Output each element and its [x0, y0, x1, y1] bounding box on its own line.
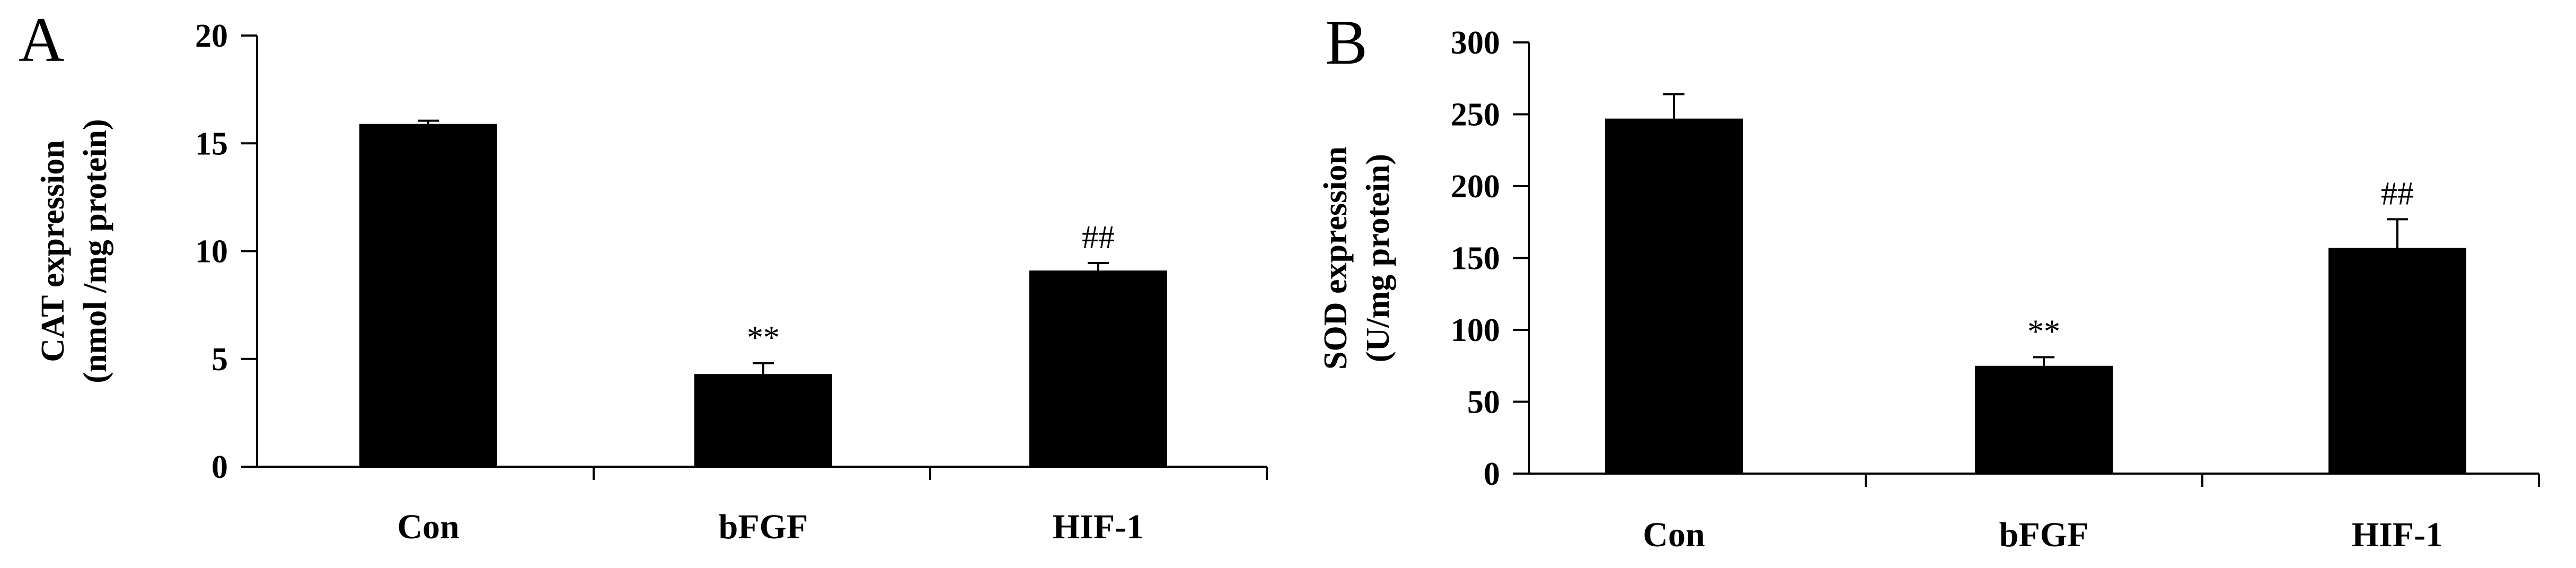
y-tick-label: 150 — [1451, 241, 1500, 277]
bar-con — [359, 124, 497, 467]
category-label: bFGF — [1999, 515, 2089, 554]
y-axis-title-line: (nmol /mg protein) — [77, 119, 113, 383]
significance-label: ## — [2381, 176, 2414, 212]
significance-label: ## — [1082, 220, 1115, 256]
category-label: Con — [397, 508, 459, 546]
y-tick-label: 100 — [1451, 312, 1500, 348]
significance-label: ** — [2027, 313, 2060, 349]
y-axis-title-line: CAT expression — [35, 140, 71, 362]
y-tick-label: 250 — [1451, 97, 1500, 133]
bar-con — [1605, 118, 1743, 474]
significance-label: ** — [747, 320, 780, 356]
bar-bfgf — [1975, 365, 2113, 474]
y-axis-title-line: (U/mg protein) — [1360, 154, 1396, 362]
category-label: bFGF — [719, 508, 808, 546]
y-tick-label: 0 — [1484, 456, 1500, 492]
y-tick-label: 20 — [195, 18, 228, 54]
panel-label: B — [1325, 7, 1368, 77]
y-tick-label: 50 — [1467, 385, 1500, 421]
y-tick-label: 5 — [211, 342, 228, 378]
y-tick-label: 200 — [1451, 169, 1500, 205]
y-tick-label: 0 — [211, 449, 228, 485]
y-tick-label: 10 — [195, 234, 228, 270]
y-axis-title-line: SOD expression — [1318, 146, 1354, 370]
bar-hif-1 — [1029, 270, 1167, 467]
category-label: Con — [1643, 515, 1705, 554]
category-label: HIF-1 — [2352, 515, 2443, 554]
bar-bfgf — [694, 374, 832, 467]
bar-hif-1 — [2328, 248, 2466, 474]
chart-panel-a: A 0 5 10 15 20 Con ** bFGF ## HIF-1 CAT expression(… — [19, 4, 1268, 546]
category-label: HIF-1 — [1053, 508, 1144, 546]
y-tick-label: 15 — [195, 126, 228, 162]
panel-label: A — [19, 4, 65, 75]
y-tick-label: 300 — [1451, 25, 1500, 61]
chart-panel-b: B 0 50 100 150 200 250 300 Con ** bFGF ## HIF-1 SOD e… — [1318, 7, 2540, 554]
